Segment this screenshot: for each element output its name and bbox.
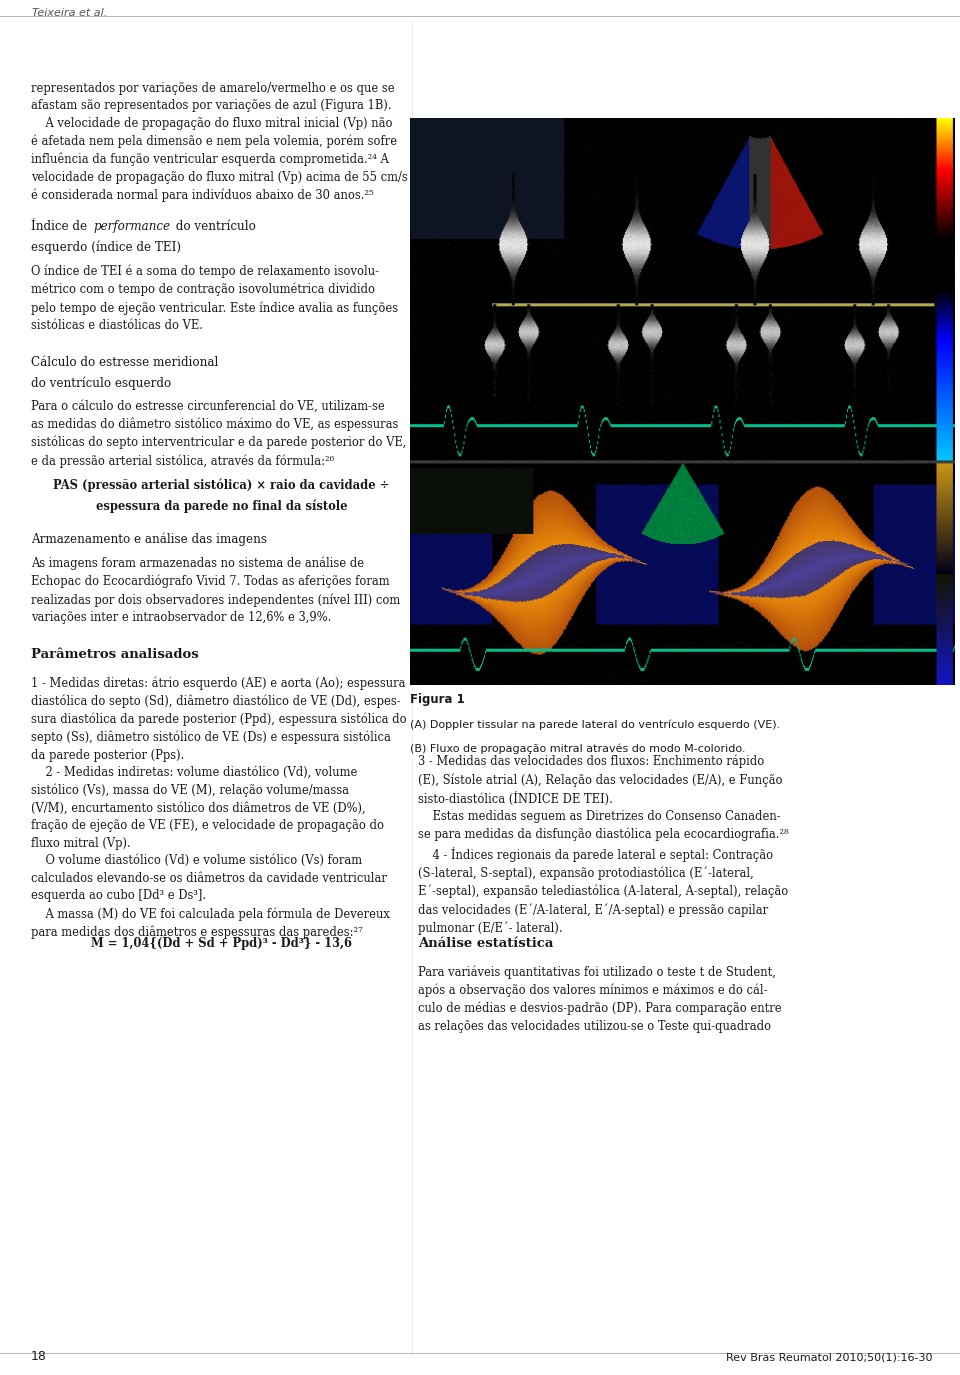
Text: 1 - Medidas diretas: átrio esquerdo (AE) e aorta (Ao); espessura
diastólica do s: 1 - Medidas diretas: átrio esquerdo (AE)… (31, 676, 407, 939)
Text: (B) Fluxo de propagação mitral através do modo M-colorido.: (B) Fluxo de propagação mitral através d… (410, 742, 746, 754)
Text: O índice de TEI é a soma do tempo de relaxamento isovolu-
métrico com o tempo de: O índice de TEI é a soma do tempo de rel… (31, 264, 398, 333)
Text: esquerdo (índice de TEI): esquerdo (índice de TEI) (31, 241, 181, 254)
Text: espessura da parede no final da sístole: espessura da parede no final da sístole (96, 499, 348, 513)
Text: 3 - Medidas das velocidades dos fluxos: Enchimento rápido
(E), Sístole atrial (A: 3 - Medidas das velocidades dos fluxos: … (418, 755, 788, 935)
Text: PAS (pressão arterial sistólica) × raio da cavidade ÷: PAS (pressão arterial sistólica) × raio … (54, 478, 390, 492)
Text: 18: 18 (31, 1350, 47, 1363)
Text: Análise estatística: Análise estatística (418, 936, 553, 950)
Text: performance: performance (93, 220, 170, 234)
Text: Rev Bras Reumatol 2010;50(1):16-30: Rev Bras Reumatol 2010;50(1):16-30 (726, 1353, 932, 1363)
Text: Figura 1: Figura 1 (410, 693, 465, 705)
Text: Para o cálculo do estresse circunferencial do VE, utilizam-se
as medidas do diâm: Para o cálculo do estresse circunferenci… (31, 400, 406, 468)
Text: Índice de: Índice de (31, 220, 91, 234)
Text: do ventrículo: do ventrículo (172, 220, 256, 234)
Text: As imagens foram armazenadas no sistema de análise de
Echopac do Ecocardiógrafo : As imagens foram armazenadas no sistema … (31, 557, 400, 624)
Text: representados por variações de amarelo/vermelho e os que se
afastam são represen: representados por variações de amarelo/v… (31, 82, 408, 202)
Text: Parâmetros analisados: Parâmetros analisados (31, 648, 199, 660)
Text: Armazenamento e análise das imagens: Armazenamento e análise das imagens (31, 534, 267, 546)
Text: do ventrículo esquerdo: do ventrículo esquerdo (31, 377, 171, 389)
Text: (A) Doppler tissular na parede lateral do ventrículo esquerdo (VE).: (A) Doppler tissular na parede lateral d… (410, 719, 780, 730)
Text: M = 1,04{(Dd + Sd + Ppd)³ - Dd³} - 13,6: M = 1,04{(Dd + Sd + Ppd)³ - Dd³} - 13,6 (91, 936, 352, 950)
Text: Para variáveis quantitativas foi utilizado o teste t de Student,
após a observaç: Para variáveis quantitativas foi utiliza… (418, 965, 781, 1033)
Text: Cálculo do estresse meridional: Cálculo do estresse meridional (31, 356, 218, 368)
Text: Teixeira et al.: Teixeira et al. (32, 8, 108, 18)
